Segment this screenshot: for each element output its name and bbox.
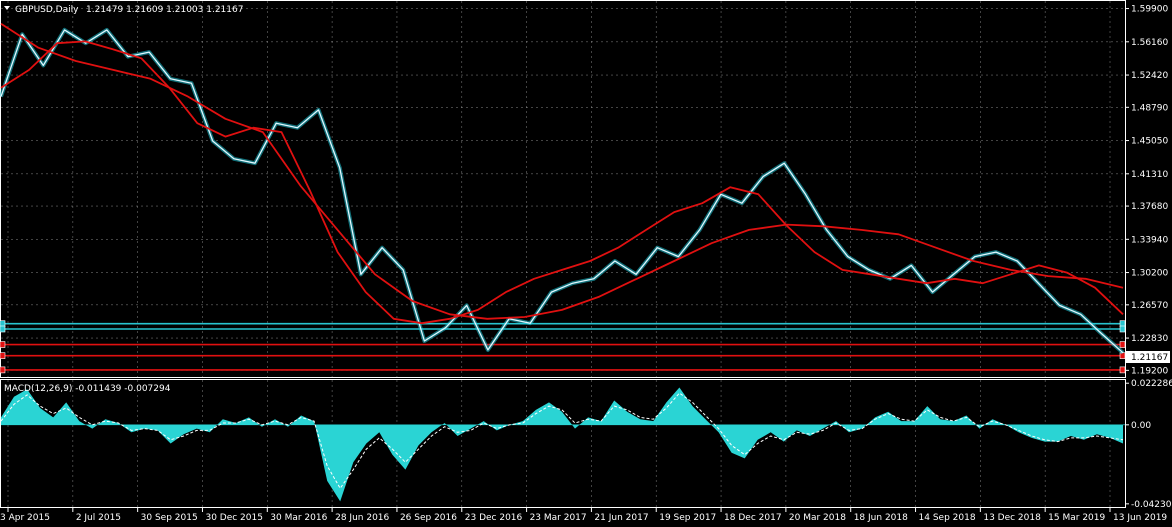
macd-histogram [1, 387, 1123, 502]
time-tick-label: 30 Sep 2015 [141, 513, 198, 523]
time-tick-label: 3 Apr 2015 [0, 513, 50, 523]
price-tick-label: 1.41310 [1131, 170, 1168, 180]
level-handle-right[interactable] [1119, 352, 1126, 359]
fast-ma-line [0, 40, 1124, 325]
level-handle-left[interactable] [0, 366, 6, 374]
price-tick-label: 1.52420 [1131, 71, 1168, 81]
time-tick-label: 19 Sep 2017 [659, 513, 716, 523]
price-tick-label: 1.33940 [1131, 235, 1168, 245]
time-tick-label: 26 Sep 2016 [400, 513, 457, 523]
time-tick-label: 23 Dec 2016 [465, 513, 523, 523]
time-tick-label: 18 Dec 2017 [724, 513, 782, 523]
price-series [0, 27, 1125, 355]
price-tick-label: 1.22830 [1131, 334, 1168, 344]
slow-ma-line [0, 22, 1124, 320]
time-tick-label: 13 Jun 2019 [1113, 513, 1167, 523]
macd-series [0, 387, 1125, 502]
macd-signal-line [0, 392, 1124, 490]
level-handle-left[interactable] [0, 341, 6, 348]
horizontal-levels[interactable] [0, 320, 1126, 374]
macd-pane-frame [0, 379, 1126, 508]
time-tick-label: 18 Jun 2018 [854, 513, 908, 523]
level-handle-right[interactable] [1119, 325, 1126, 333]
time-tick-label: 13 Dec 2018 [983, 513, 1041, 523]
time-tick-label: 28 Jun 2016 [335, 513, 389, 523]
price-tick-label: 1.48790 [1131, 103, 1168, 113]
axis-labels: 1.59900 1.56160 1.52420 1.48790 1.45050 1.413… [0, 5, 1172, 523]
price-tick-label: 1.19200 [1131, 366, 1168, 376]
price-tick-label: 1.59900 [1131, 5, 1168, 15]
current-price-label: 1.21167 [1131, 353, 1168, 363]
macd-header-label: MACD(12,26,9) -0.011439 -0.007294 [4, 384, 171, 394]
macd-tick-label: -0.042305 [1131, 500, 1172, 510]
time-tick-label: 14 Sep 2018 [919, 513, 976, 523]
symbol-label: GBPUSD,Daily [15, 5, 79, 15]
grid-layer [1, 1, 1125, 507]
price-tick-label: 1.56160 [1131, 38, 1168, 48]
level-handle-right[interactable] [1119, 366, 1126, 374]
time-tick-label: 15 Mar 2019 [1048, 513, 1105, 523]
current-price-marker: 1.21167 [1126, 351, 1170, 363]
price-tick-label: 1.45050 [1131, 137, 1168, 147]
macd-tick-label: 0.00 [1131, 421, 1151, 431]
time-tick-label: 30 Dec 2015 [205, 513, 263, 523]
collapse-triangle-icon[interactable] [4, 6, 10, 10]
price-pane-header: GBPUSD,Daily 1.21479 1.21609 1.21003 1.2… [4, 5, 243, 15]
time-tick-label: 23 Mar 2017 [530, 513, 587, 523]
price-tick-label: 1.37680 [1131, 202, 1168, 212]
level-handle-right[interactable] [1119, 341, 1126, 348]
time-tick-label: 21 Jun 2017 [594, 513, 648, 523]
time-tick-label: 20 Mar 2018 [789, 513, 846, 523]
level-handle-left[interactable] [0, 325, 6, 333]
time-tick-label: 2 Jul 2015 [76, 513, 121, 523]
time-tick-label: 30 Mar 2016 [270, 513, 327, 523]
ohlc-label: 1.21479 1.21609 1.21003 1.21167 [86, 5, 243, 15]
price-line [0, 29, 1124, 354]
moving-averages [0, 22, 1124, 325]
price-tick-label: 1.30200 [1131, 269, 1168, 279]
price-pane-frame [0, 0, 1126, 378]
macd-tick-label: 0.022286 [1131, 379, 1172, 389]
price-tick-label: 1.26570 [1131, 301, 1168, 311]
level-handle-left[interactable] [0, 352, 6, 359]
